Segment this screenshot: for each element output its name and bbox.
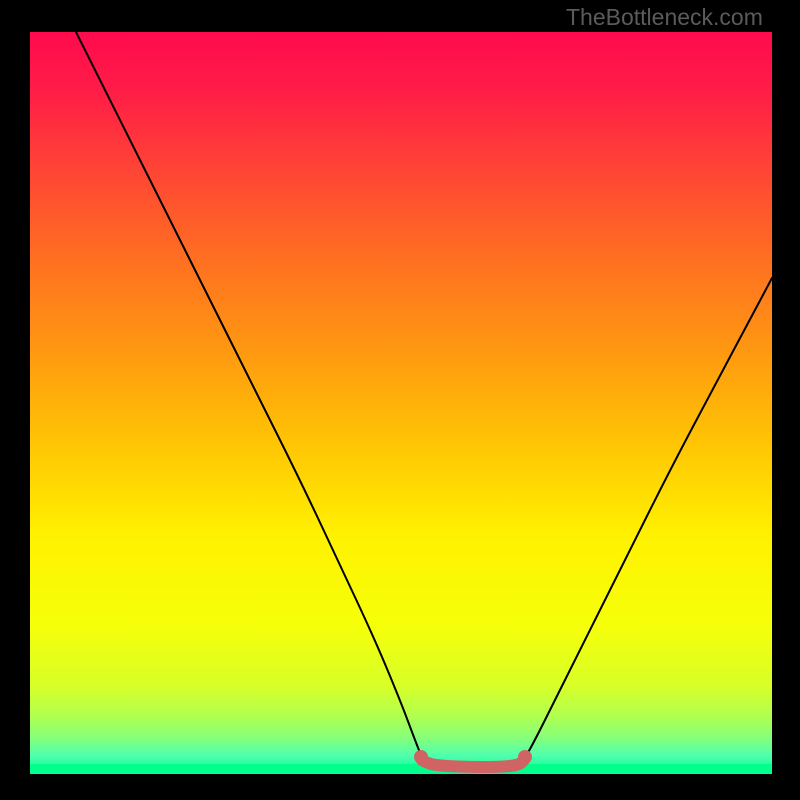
bottleneck-chart [0, 0, 800, 800]
plot-area [30, 32, 772, 774]
gradient-background [30, 32, 772, 774]
highlight-end-dot-right [518, 750, 532, 764]
highlight-end-dot-left [414, 750, 428, 764]
curve-bottom-highlight [422, 760, 524, 767]
bottom-green-band [30, 764, 772, 774]
watermark-text: TheBottleneck.com [566, 4, 763, 31]
